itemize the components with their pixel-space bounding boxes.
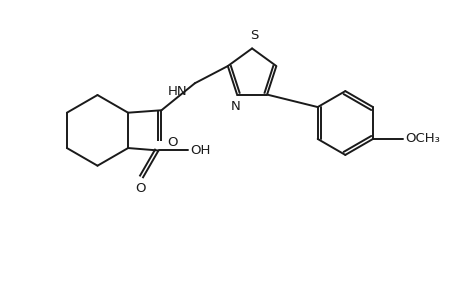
Text: OH: OH [190, 144, 210, 157]
Text: O: O [167, 136, 178, 148]
Text: N: N [231, 100, 241, 113]
Text: HN: HN [167, 85, 186, 98]
Text: OCH₃: OCH₃ [404, 133, 439, 146]
Text: S: S [250, 29, 258, 42]
Text: O: O [135, 182, 146, 195]
